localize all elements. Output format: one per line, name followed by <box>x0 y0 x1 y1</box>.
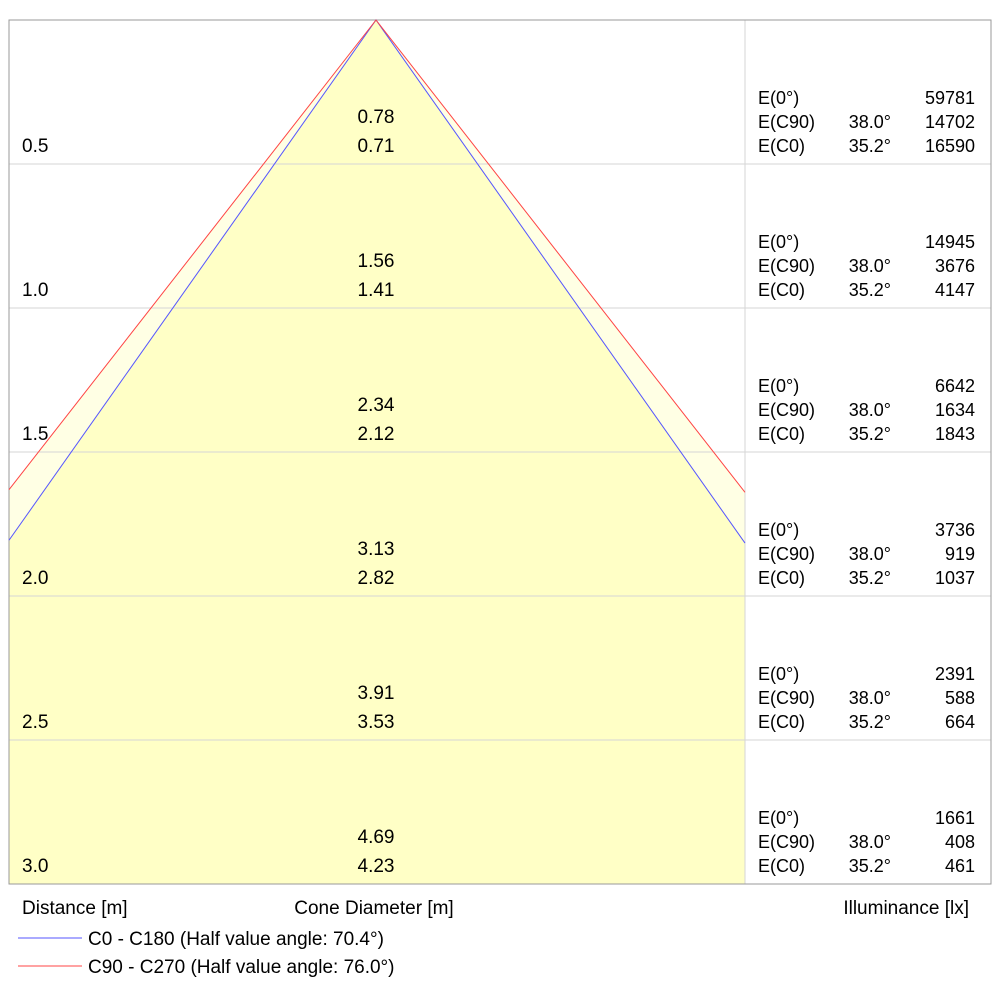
illuminance-label: E(C0) <box>758 712 805 732</box>
illuminance-value: 2391 <box>935 664 975 684</box>
illuminance-value: 59781 <box>925 88 975 108</box>
diameter-c90-label: 4.69 <box>358 827 395 848</box>
illuminance-value: 16590 <box>925 136 975 156</box>
legend-label-c0: C0 - C180 (Half value angle: 70.4°) <box>88 929 384 950</box>
diameter-c90-label: 3.13 <box>358 539 395 560</box>
diameter-c0-label: 4.23 <box>358 856 395 877</box>
illuminance-angle: 38.0° <box>849 832 891 852</box>
diameter-c0-label: 1.41 <box>358 280 395 301</box>
diameter-c0-label: 2.82 <box>358 568 395 589</box>
illuminance-label: E(0°) <box>758 376 799 396</box>
x-label-diameter: Cone Diameter [m] <box>294 898 453 919</box>
cone-outline-layer <box>8 19 746 544</box>
illuminance-label: E(0°) <box>758 664 799 684</box>
illuminance-label: E(C0) <box>758 424 805 444</box>
label-layer: 0.5 0.78 0.71 E(0°) 59781 E(C90) 38.0° 14702 E(C… <box>22 88 975 877</box>
illuminance-value: 1037 <box>935 568 975 588</box>
illuminance-value: 461 <box>945 856 975 876</box>
illuminance-label: E(0°) <box>758 520 799 540</box>
illuminance-label: E(C0) <box>758 856 805 876</box>
illuminance-label: E(C90) <box>758 400 815 420</box>
illuminance-angle: 35.2° <box>849 568 891 588</box>
illuminance-value: 6642 <box>935 376 975 396</box>
illuminance-label: E(C90) <box>758 832 815 852</box>
illuminance-angle: 35.2° <box>849 280 891 300</box>
illuminance-value: 408 <box>945 832 975 852</box>
illuminance-label: E(C90) <box>758 256 815 276</box>
diameter-c0-label: 3.53 <box>358 712 395 733</box>
illuminance-value: 1634 <box>935 400 975 420</box>
chart-border <box>8 19 992 885</box>
illuminance-value: 14702 <box>925 112 975 132</box>
illuminance-angle: 35.2° <box>849 424 891 444</box>
illuminance-value: 588 <box>945 688 975 708</box>
illuminance-angle: 35.2° <box>849 712 891 732</box>
illuminance-value: 14945 <box>925 232 975 252</box>
illuminance-value: 919 <box>945 544 975 564</box>
illuminance-angle: 38.0° <box>849 400 891 420</box>
illuminance-value: 3736 <box>935 520 975 540</box>
diameter-c90-label: 2.34 <box>358 395 395 416</box>
illuminance-value: 1661 <box>935 808 975 828</box>
diameter-c0-label: 0.71 <box>358 136 395 157</box>
illuminance-value: 664 <box>945 712 975 732</box>
illuminance-value: 1843 <box>935 424 975 444</box>
illuminance-label: E(C0) <box>758 280 805 300</box>
illuminance-label: E(C90) <box>758 688 815 708</box>
illuminance-angle: 38.0° <box>849 688 891 708</box>
illuminance-angle: 38.0° <box>849 256 891 276</box>
illuminance-angle: 35.2° <box>849 136 891 156</box>
diameter-c90-label: 0.78 <box>358 107 395 128</box>
illuminance-label: E(C90) <box>758 544 815 564</box>
x-label-distance: Distance [m] <box>22 898 128 919</box>
illuminance-angle: 38.0° <box>849 112 891 132</box>
legend-label-c90: C90 - C270 (Half value angle: 76.0°) <box>88 957 395 978</box>
illuminance-label: E(0°) <box>758 232 799 252</box>
illuminance-label: E(0°) <box>758 808 799 828</box>
illuminance-label: E(C90) <box>758 112 815 132</box>
illuminance-label: E(0°) <box>758 88 799 108</box>
illuminance-label: E(C0) <box>758 568 805 588</box>
illuminance-angle: 35.2° <box>849 856 891 876</box>
cone-outline-c90 <box>8 19 746 493</box>
illuminance-angle: 38.0° <box>849 544 891 564</box>
distance-label: 1.0 <box>22 280 48 301</box>
illuminance-label: E(C0) <box>758 136 805 156</box>
distance-label: 2.5 <box>22 712 48 733</box>
diameter-c90-label: 3.91 <box>358 683 395 704</box>
diameter-c90-label: 1.56 <box>358 251 395 272</box>
distance-label: 3.0 <box>22 856 48 877</box>
distance-label: 0.5 <box>22 136 48 157</box>
illuminance-value: 4147 <box>935 280 975 300</box>
distance-label: 2.0 <box>22 568 48 589</box>
distance-label: 1.5 <box>22 424 48 445</box>
illuminance-value: 3676 <box>935 256 975 276</box>
diameter-c0-label: 2.12 <box>358 424 395 445</box>
x-label-illuminance: Illuminance [lx] <box>843 898 969 919</box>
